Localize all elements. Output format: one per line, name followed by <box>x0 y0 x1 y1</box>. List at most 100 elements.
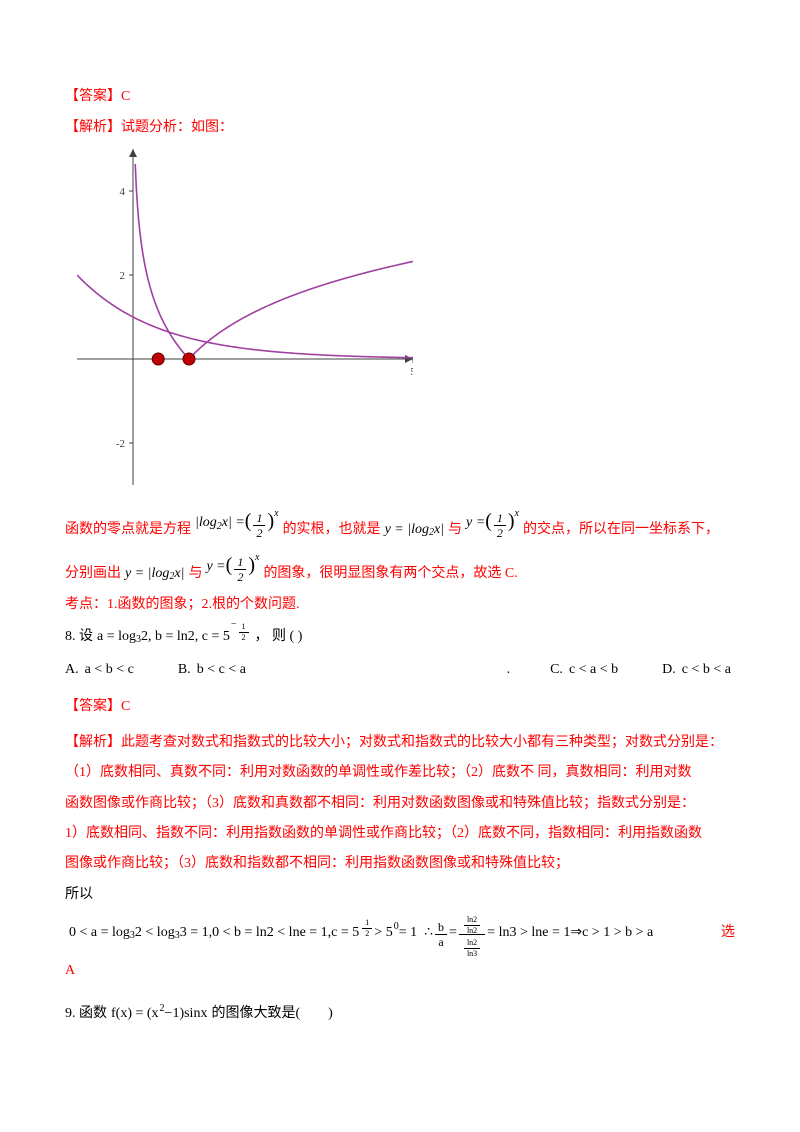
kaodian: 考点：1.函数的图象；2.根的个数问题. <box>65 590 735 619</box>
calc-8: 0 < a = log3 2 < log3 3 = 1,0 < b = ln2 … <box>65 911 735 954</box>
explain-label: 【解析】 <box>65 728 121 757</box>
eq-part: y = |log <box>385 515 429 544</box>
eq-part: y = <box>206 552 225 581</box>
answer-value: C <box>121 692 130 721</box>
eq-part: 3 = 1,0 < b = ln2 < lne = 1,c = 5 <box>180 918 360 947</box>
question-8: 8. 设 a = log 3 2, b = ln2, c = 5 −12 ， 则… <box>65 622 735 651</box>
stray-dot: . <box>507 655 511 684</box>
text: 此题考查对数式和指数式的比较大小；对数式和指数式的比较大小都有三种类型；对数式分… <box>121 728 723 757</box>
svg-text:-2: -2 <box>116 438 125 450</box>
d: ln3 <box>467 949 477 958</box>
explain-8-l3: 函数图像或作商比较；（3）底数和真数都不相同：利用对数函数图像或和特殊值比较；指… <box>65 789 735 818</box>
eq-sup: 0 <box>394 923 399 931</box>
opt-label: D. <box>662 655 676 684</box>
explain-8-l6: 所以 <box>65 880 735 909</box>
frac-ln: ln2ln2 ln2ln3 <box>459 913 485 956</box>
text: 的实根，也就是 <box>283 515 381 544</box>
opt-exp: c < b < a <box>682 655 731 684</box>
q9-expr: f(x) = (x2−1)sinx <box>111 999 207 1028</box>
calc-expr: 0 < a = log3 2 < log3 3 = 1,0 < b = ln2 … <box>69 911 653 954</box>
eq-part: > 5 <box>374 918 392 947</box>
explain-8-l1: 【解析】 此题考查对数式和指数式的比较大小；对数式和指数式的比较大小都有三种类型… <box>65 728 735 757</box>
text: 与 <box>448 515 462 544</box>
suffix-xuan: 选 <box>721 918 735 947</box>
d: ln2 <box>467 926 477 935</box>
explain-8-l2: （1）底数相同、真数不同：利用对数函数的单调性或作差比较；（2）底数不 同，真数… <box>65 758 735 787</box>
q8-options: A. a < b < c B. b < c < a . C. c < a < b… <box>65 655 735 684</box>
eq-part: x| <box>174 559 184 588</box>
num: ln2ln2 <box>459 913 485 935</box>
option-a: A. a < b < c <box>65 655 138 684</box>
text: 1）底数相同、指数不同：利用指数函数的单调性或作商比较；（2）底数不同，指数相同… <box>65 819 702 848</box>
eq-y-log: y = |log 2 x| <box>125 559 184 588</box>
frac-ba: ba <box>435 921 447 948</box>
option-d: D. c < b < a <box>662 655 735 684</box>
answer-value: C <box>121 82 130 111</box>
function-graph: -2 2 4 5 <box>77 149 413 485</box>
eq-y-half: y = (12) x <box>466 502 519 544</box>
text: 图像或作商比较；（3）底数和指数都不相同：利用指数函数图像或和特殊值比较； <box>65 849 569 878</box>
eq-part: −1)sinx <box>165 999 208 1028</box>
text: 函数的零点就是方程 <box>65 515 191 544</box>
option-c: C. c < a < b <box>550 655 622 684</box>
eq-sup: 12 <box>360 917 374 936</box>
text: 所以 <box>65 880 93 909</box>
eq-sub: 2 <box>429 522 434 543</box>
svg-text:4: 4 <box>120 186 126 198</box>
opt-exp: c < a < b <box>569 655 618 684</box>
opt-label: C. <box>550 655 563 684</box>
eq-sub: 3 <box>136 629 141 650</box>
calc-8-ans: A <box>65 956 735 985</box>
q-tail: ， 则 ( ) <box>255 622 303 651</box>
answer-label: 【答案】 <box>65 692 121 721</box>
q-tail: 的图像大致是( ) <box>211 999 332 1028</box>
eq-part: y = |log <box>125 559 169 588</box>
q-num: 8. 设 <box>65 622 93 651</box>
question-9: 9. 函数 f(x) = (x2−1)sinx 的图像大致是( ) <box>65 999 735 1028</box>
text: （1）底数相同、真数不同：利用对数函数的单调性或作差比较；（2）底数不 同，真数… <box>65 758 692 787</box>
explain-8-l4: 1）底数相同、指数不同：利用指数函数的单调性或作商比较；（2）底数不同，指数相同… <box>65 819 735 848</box>
text: 考点：1.函数的图象；2.根的个数问题. <box>65 590 300 619</box>
eq-sub: 3 <box>175 925 180 946</box>
eq-sub: 2 <box>217 516 222 537</box>
draw-line: 分别画出 y = |log 2 x| 与 y = (12) x 的图象，很明显图… <box>65 546 735 588</box>
answer-7: 【答案】 C <box>65 82 735 111</box>
explain-label: 【解析】 <box>65 113 121 142</box>
eq-log-eq-half: |log 2 x| = (12) x <box>195 502 279 544</box>
explain-8-l5: 图像或作商比较；（3）底数和指数都不相同：利用指数函数图像或和特殊值比较； <box>65 849 735 878</box>
chart-7: -2 2 4 5 <box>77 149 735 496</box>
eq-part: a = log <box>97 622 136 651</box>
eq-part: = 1 <box>399 918 417 947</box>
eq-part: 0 < a = log <box>69 918 130 947</box>
eq-part: = <box>449 918 457 947</box>
answer-label: 【答案】 <box>65 82 121 111</box>
eq-part: f(x) = (x <box>111 999 159 1028</box>
answer-8: 【答案】 C <box>65 692 735 721</box>
opt-label: A. <box>65 655 79 684</box>
den: a <box>438 935 443 948</box>
eq-part: = ln3 > lne = 1⇒c > 1 > b > a <box>487 918 653 947</box>
eq-sub: 3 <box>130 925 135 946</box>
svg-text:5: 5 <box>410 366 413 378</box>
zero-point-line: 函数的零点就是方程 |log 2 x| = (12) x 的实根，也就是 y =… <box>65 502 735 544</box>
text: 的交点，所以在同一坐标系下， <box>523 515 719 544</box>
text: 的图象，很明显图象有两个交点，故选 C. <box>263 559 517 588</box>
text: A <box>65 956 75 985</box>
eq-y-half: y = (12) x <box>206 546 259 588</box>
text: 与 <box>188 559 202 588</box>
eq-part: 2, b = ln2, c = 5 <box>141 622 230 651</box>
eq-part: x| <box>434 515 444 544</box>
svg-text:2: 2 <box>120 270 126 282</box>
therefore: ∴ <box>424 918 433 947</box>
eq-part: 2 < log <box>135 918 175 947</box>
eq-sub: 2 <box>169 566 174 587</box>
text: 函数图像或作商比较；（3）底数和真数都不相同：利用对数函数图像或和特殊值比较；指… <box>65 789 695 818</box>
eq-part: |log <box>195 508 217 537</box>
eq-sup: −12 <box>231 621 251 640</box>
den: ln2ln3 <box>462 935 482 956</box>
opt-label: B. <box>178 655 191 684</box>
explain-7-lead: 【解析】 试题分析：如图： <box>65 113 735 142</box>
q8-expr: a = log 3 2, b = ln2, c = 5 −12 <box>97 622 251 651</box>
text: 分别画出 <box>65 559 121 588</box>
eq-part: x| = <box>222 508 245 537</box>
